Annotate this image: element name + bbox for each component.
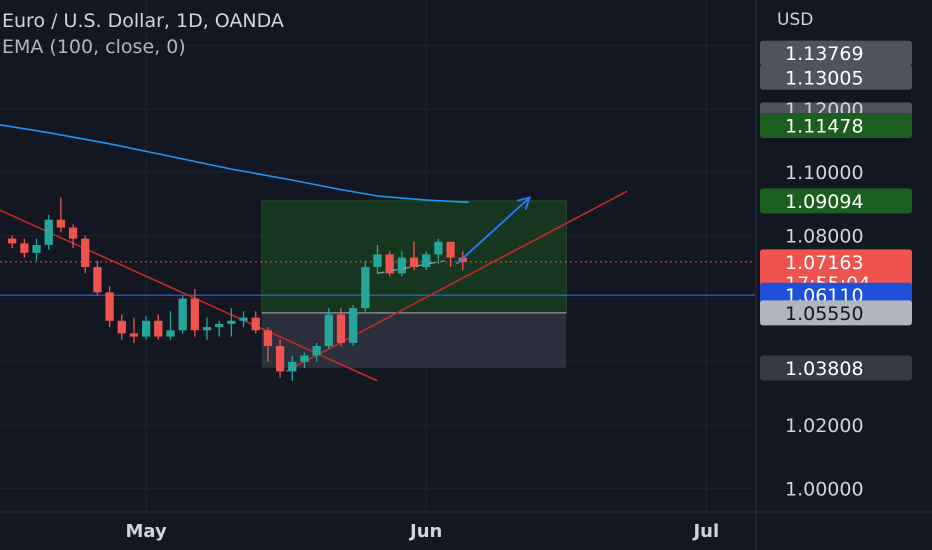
candle-body — [361, 267, 370, 309]
candle-body — [312, 346, 321, 356]
candle-body — [93, 267, 102, 293]
symbol-title[interactable]: Euro / U.S. Dollar, 1D, OANDA — [2, 10, 284, 32]
candle-body — [288, 361, 297, 372]
price-label-text: 1.09094 — [785, 191, 864, 213]
price-label-box — [760, 188, 912, 214]
candle-body — [215, 323, 224, 328]
drawings[interactable] — [377, 196, 532, 275]
y-tick-label: 1.00000 — [785, 478, 864, 500]
candle-body — [44, 219, 53, 245]
candle-body — [422, 254, 431, 268]
price-label-box — [760, 300, 912, 326]
price-label-text: 1.07163 — [785, 252, 864, 274]
ema-line — [0, 124, 469, 204]
candle-body — [263, 330, 273, 347]
price-axis[interactable]: USD1.120001.100001.080001.020001.000001.… — [755, 0, 912, 550]
grid — [0, 0, 755, 512]
chart-legend: Euro / U.S. Dollar, 1D, OANDA EMA (100, … — [0, 8, 284, 60]
candle-body — [190, 298, 199, 331]
candle-body — [129, 333, 139, 337]
candle-body — [458, 257, 467, 263]
stop-zone[interactable] — [261, 312, 567, 368]
candle-body — [81, 238, 90, 268]
price-label[interactable]: 1.13005 — [760, 64, 912, 90]
long-position-tool[interactable] — [261, 200, 567, 368]
price-label-text: 1.03808 — [785, 358, 864, 380]
y-tick-label: 1.08000 — [785, 225, 864, 247]
candle-body — [300, 355, 309, 362]
candle-body — [397, 257, 406, 274]
candles — [8, 197, 467, 381]
candle-body — [349, 308, 358, 343]
candle-body — [117, 320, 126, 334]
candle-body — [32, 244, 41, 253]
x-tick-label: Jul — [691, 521, 719, 542]
arrow-head-icon — [516, 196, 532, 211]
candle-body — [275, 346, 285, 372]
candle-body — [105, 292, 114, 321]
ema-legend[interactable]: EMA (100, close, 0) — [2, 36, 186, 58]
candle-body — [251, 317, 260, 331]
candle-body — [227, 320, 236, 324]
price-label-text: 1.11478 — [785, 116, 864, 138]
candle-body — [446, 241, 455, 258]
candle-body — [154, 320, 163, 337]
price-label[interactable]: 1.03808 — [760, 355, 912, 381]
candle-body — [409, 257, 419, 268]
y-tick-label: 1.02000 — [785, 415, 864, 437]
candle-body — [178, 298, 187, 331]
price-label[interactable]: 1.09094 — [760, 188, 912, 214]
price-label-box — [760, 64, 912, 90]
candle-body — [56, 219, 66, 228]
price-label[interactable]: 1.11478 — [760, 113, 912, 139]
price-label-text: 1.13005 — [785, 67, 864, 89]
candle-body — [166, 330, 175, 337]
price-label[interactable]: 1.13769 — [760, 40, 912, 66]
currency-label[interactable]: USD — [777, 10, 813, 30]
candle-body — [8, 238, 17, 244]
y-tick-label: 1.10000 — [785, 162, 864, 184]
candle-body — [141, 320, 151, 337]
price-label-text: 1.05550 — [785, 303, 864, 325]
time-axis[interactable]: May Jun Jul — [0, 511, 932, 542]
candle-body — [373, 254, 382, 268]
candle-body — [68, 227, 78, 239]
horizontal-line[interactable] — [0, 261, 755, 296]
price-label[interactable]: 1.05550 — [760, 300, 912, 326]
candle-body — [434, 241, 443, 255]
candle-body — [202, 327, 212, 331]
candle-body — [336, 314, 346, 343]
dashed-projection-line[interactable] — [377, 260, 445, 275]
price-label-text: 1.13769 — [785, 43, 864, 65]
candle-body — [324, 314, 333, 347]
price-label-box — [760, 40, 912, 66]
x-tick-label: Jun — [408, 521, 442, 542]
price-label-box — [760, 355, 912, 381]
candle-body — [239, 317, 248, 321]
price-label-box — [760, 113, 912, 139]
x-tick-label: May — [126, 521, 168, 542]
forecast-arrow[interactable] — [456, 196, 531, 265]
candle-body — [20, 243, 29, 253]
candle-body — [385, 254, 394, 274]
ema-100-line — [0, 124, 469, 204]
